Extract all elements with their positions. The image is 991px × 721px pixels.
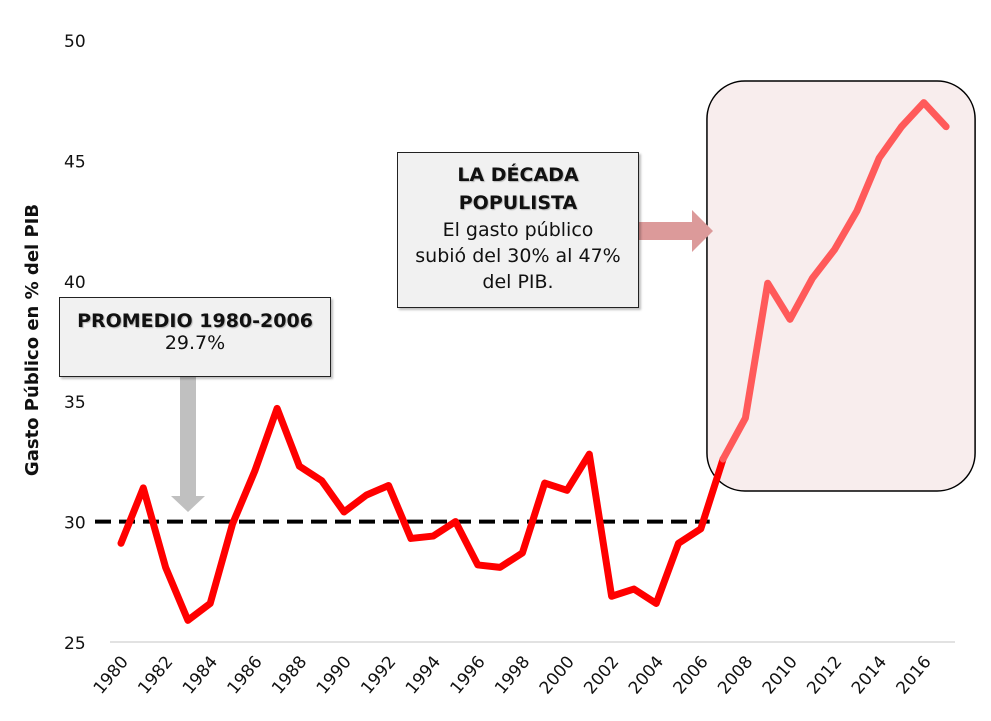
x-tick-label: 2006 <box>669 652 712 698</box>
x-tick-label: 2014 <box>848 652 891 698</box>
x-tick-label: 1996 <box>446 652 489 698</box>
decade-annotation-title-line: LA DÉCADA <box>457 164 579 186</box>
average-annotation-title: PROMEDIO 1980-2006 <box>77 310 313 332</box>
y-tick-label: 45 <box>64 152 86 172</box>
x-tick-label: 2000 <box>536 652 579 698</box>
x-tick-label: 1984 <box>179 652 222 698</box>
series-line-1980-2007 <box>117 404 727 624</box>
average-annotation-box: PROMEDIO 1980-2006 29.7% <box>59 297 331 377</box>
y-tick-label: 40 <box>64 273 86 293</box>
decade-annotation-body-line: El gasto público <box>442 219 594 241</box>
average-annotation-value: 29.7% <box>164 332 226 354</box>
decade-annotation-body-line: subió del 30% al 47% <box>415 245 621 267</box>
series-line-2007-2017 <box>719 99 950 463</box>
x-tick-label: 1998 <box>491 652 534 698</box>
x-tick-label: 1990 <box>313 652 356 698</box>
decade-right-arrow <box>638 210 713 252</box>
average-down-arrow <box>171 377 205 512</box>
x-tick-label: 1992 <box>357 652 400 698</box>
y-tick-label: 25 <box>64 634 86 654</box>
decade-annotation-body-line: del PIB. <box>482 271 554 293</box>
populist-decade-highlight <box>706 80 976 492</box>
x-tick-label: 1986 <box>223 652 266 698</box>
decade-annotation-title-line: POPULISTA <box>458 192 578 214</box>
x-tick-label: 1994 <box>402 652 445 698</box>
x-tick-label: 2002 <box>580 652 623 698</box>
x-tick-label: 1988 <box>268 652 311 698</box>
y-tick-label: 35 <box>64 393 86 413</box>
y-axis-label: Gasto Público en % del PIB <box>22 204 43 476</box>
x-tick-label: 2016 <box>892 652 935 698</box>
populist-decade-annotation-box: LA DÉCADA POPULISTA El gasto público sub… <box>397 152 639 308</box>
x-tick-label: 1982 <box>134 652 177 698</box>
x-tick-label: 1980 <box>90 652 133 698</box>
y-tick-label: 50 <box>64 32 86 52</box>
x-tick-label: 2010 <box>759 652 802 698</box>
y-tick-label: 30 <box>64 514 86 534</box>
x-tick-label: 2012 <box>803 652 846 698</box>
x-tick-label: 2008 <box>714 652 757 698</box>
x-tick-label: 2004 <box>625 652 668 698</box>
